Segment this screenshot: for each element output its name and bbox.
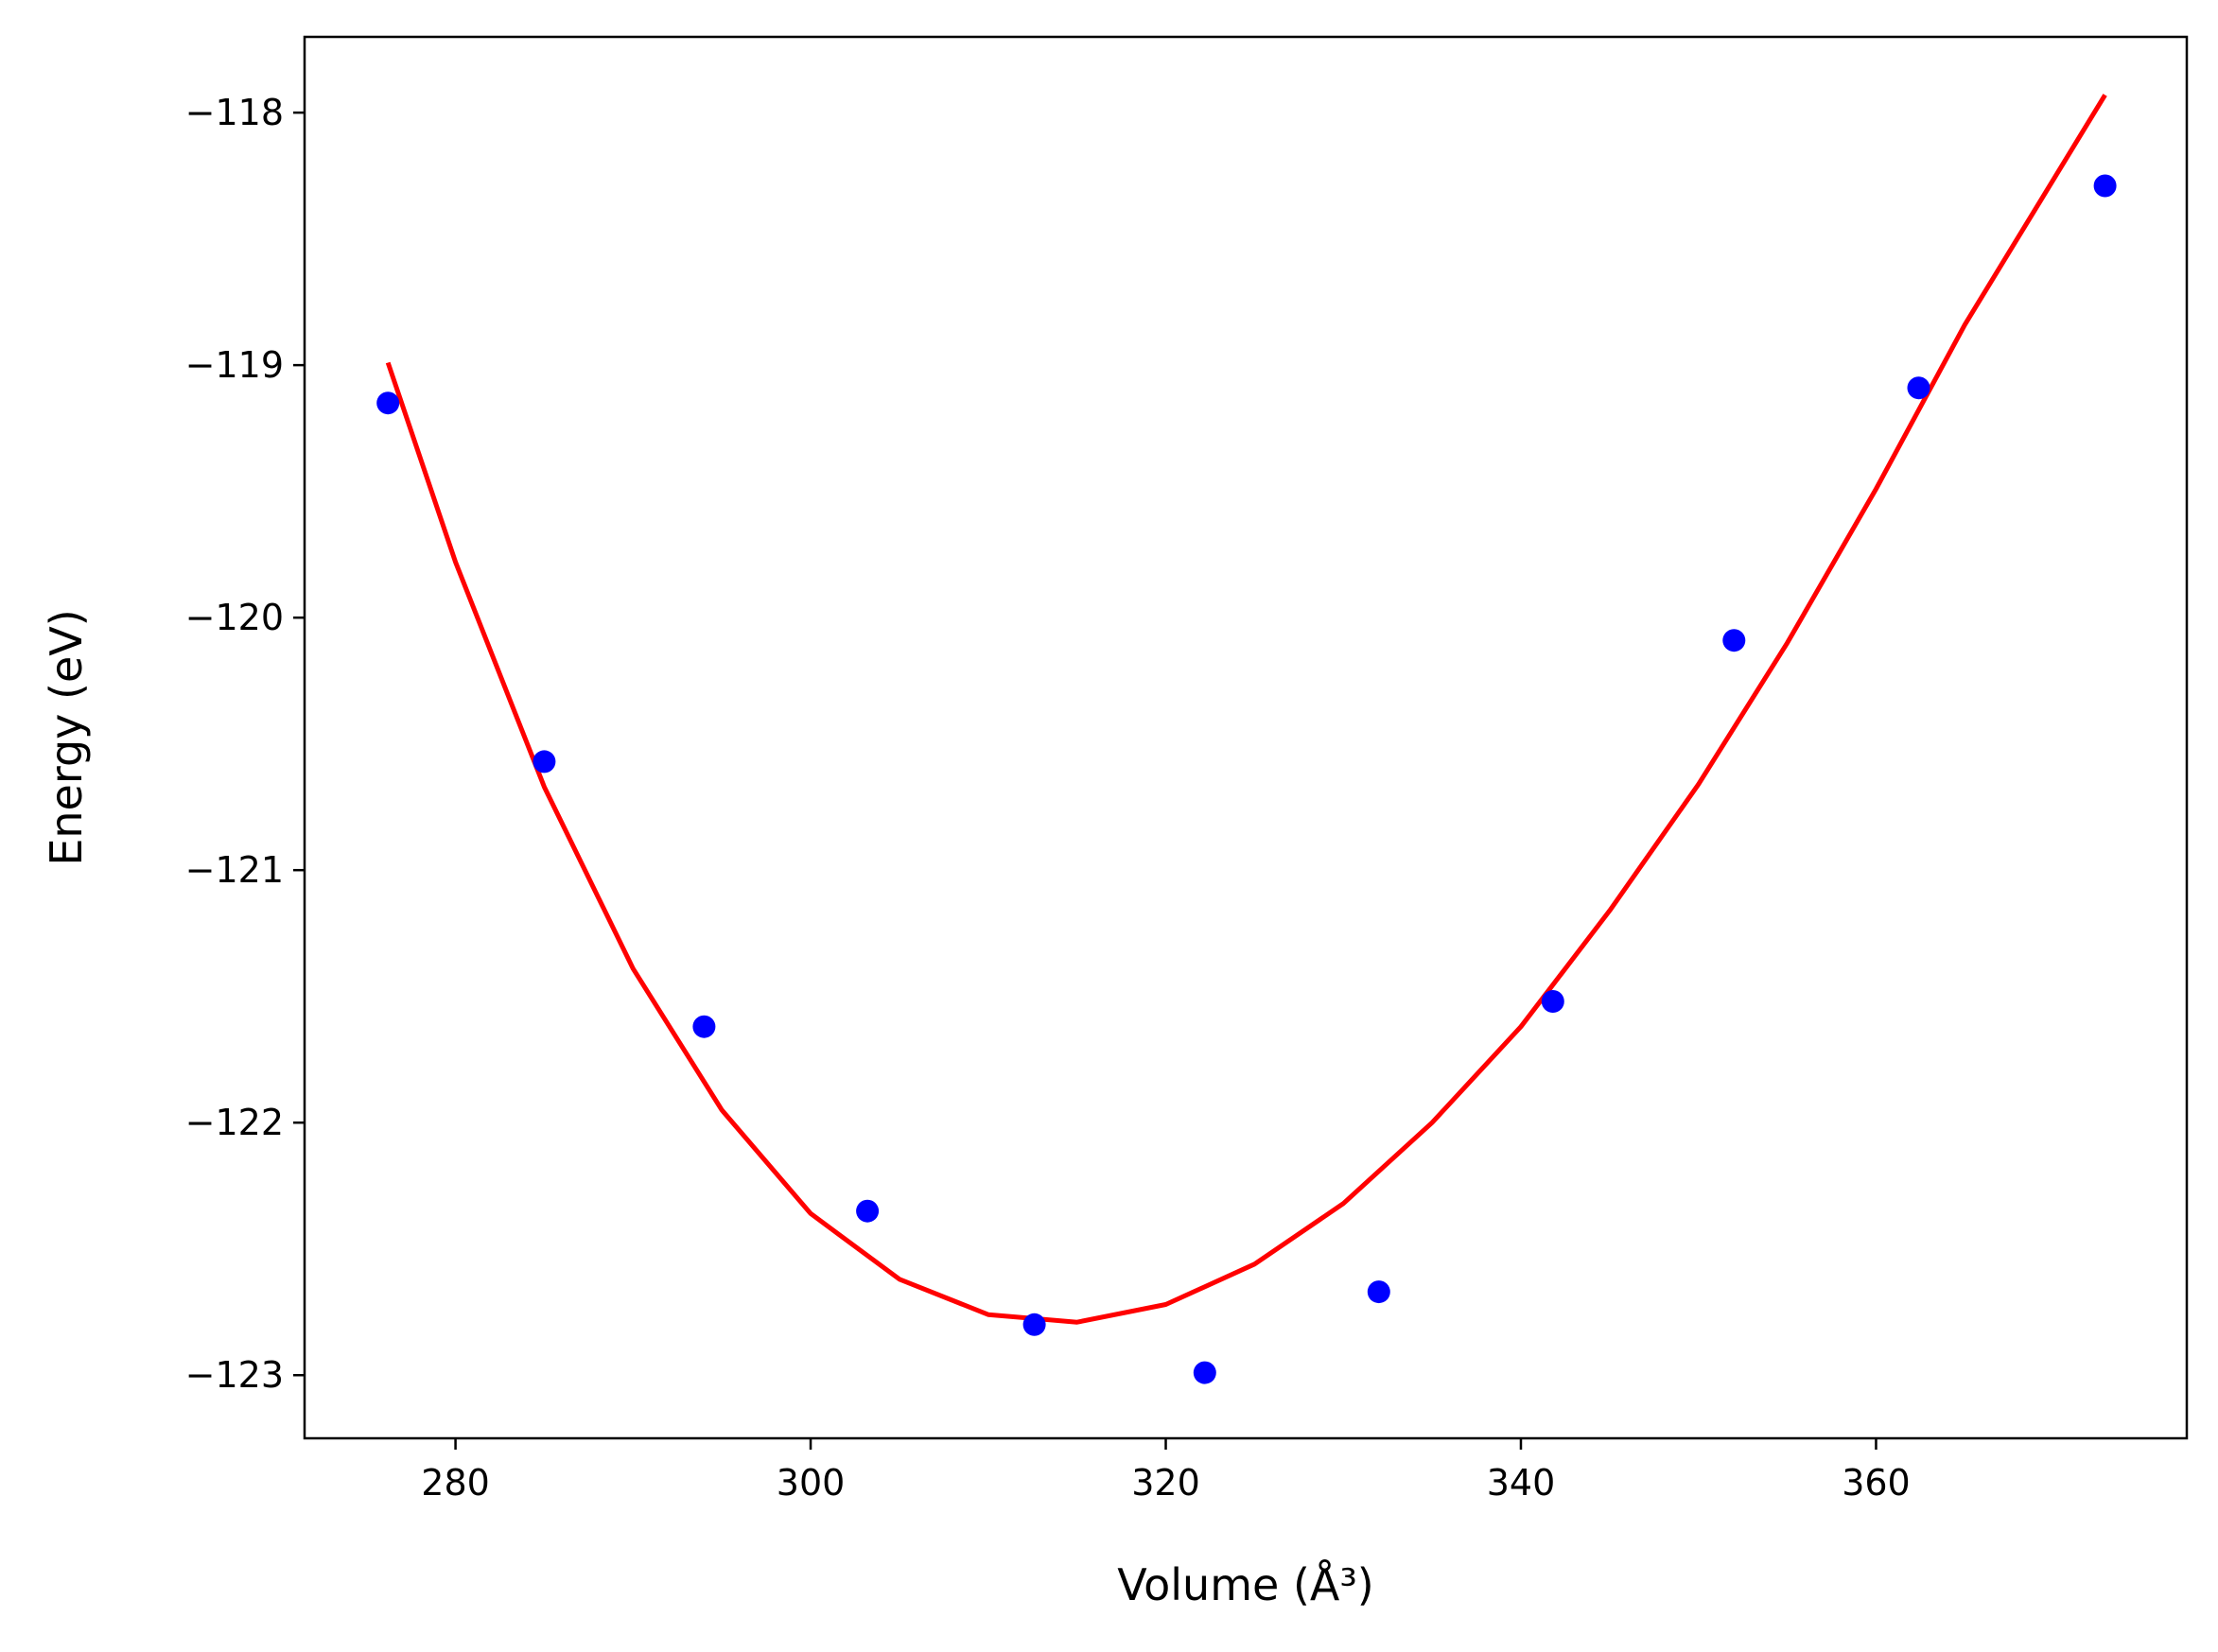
fit-curve-line — [385, 94, 2107, 1325]
y-tick-label: −123 — [185, 1354, 284, 1396]
x-tick-label: 340 — [1487, 1462, 1556, 1504]
data-point — [376, 391, 400, 415]
data-point — [1907, 376, 1930, 400]
x-tick-label: 360 — [1842, 1462, 1911, 1504]
data-point — [1722, 629, 1746, 652]
data-point — [1367, 1280, 1390, 1304]
y-tick-label: −122 — [185, 1102, 284, 1143]
x-axis-ticks: 280 300 320 340 360 — [421, 1438, 1911, 1504]
data-point — [1541, 990, 1564, 1013]
data-point — [2093, 174, 2117, 198]
data-points-layer — [376, 174, 2117, 1384]
plot-frame — [303, 35, 2189, 1440]
y-axis-ticks: −118 −119 −120 −121 −122 −123 — [185, 92, 305, 1396]
y-tick-label: −119 — [185, 344, 284, 386]
data-point — [1022, 1313, 1046, 1336]
x-tick-label: 300 — [777, 1462, 846, 1504]
x-axis-label: Volume (Å³) — [1117, 1559, 1374, 1610]
data-point — [856, 1199, 880, 1223]
data-point — [1193, 1361, 1216, 1384]
x-tick-label: 280 — [421, 1462, 490, 1504]
x-tick-label: 320 — [1131, 1462, 1200, 1504]
plot-background — [305, 37, 2187, 1438]
y-tick-label: −121 — [185, 849, 284, 891]
data-point — [533, 750, 556, 774]
y-tick-label: −120 — [185, 597, 284, 638]
y-tick-label: −118 — [185, 92, 284, 133]
data-point — [692, 1015, 716, 1038]
fit-curve-layer — [385, 94, 2107, 1325]
y-axis-label: Energy (eV) — [41, 609, 92, 865]
